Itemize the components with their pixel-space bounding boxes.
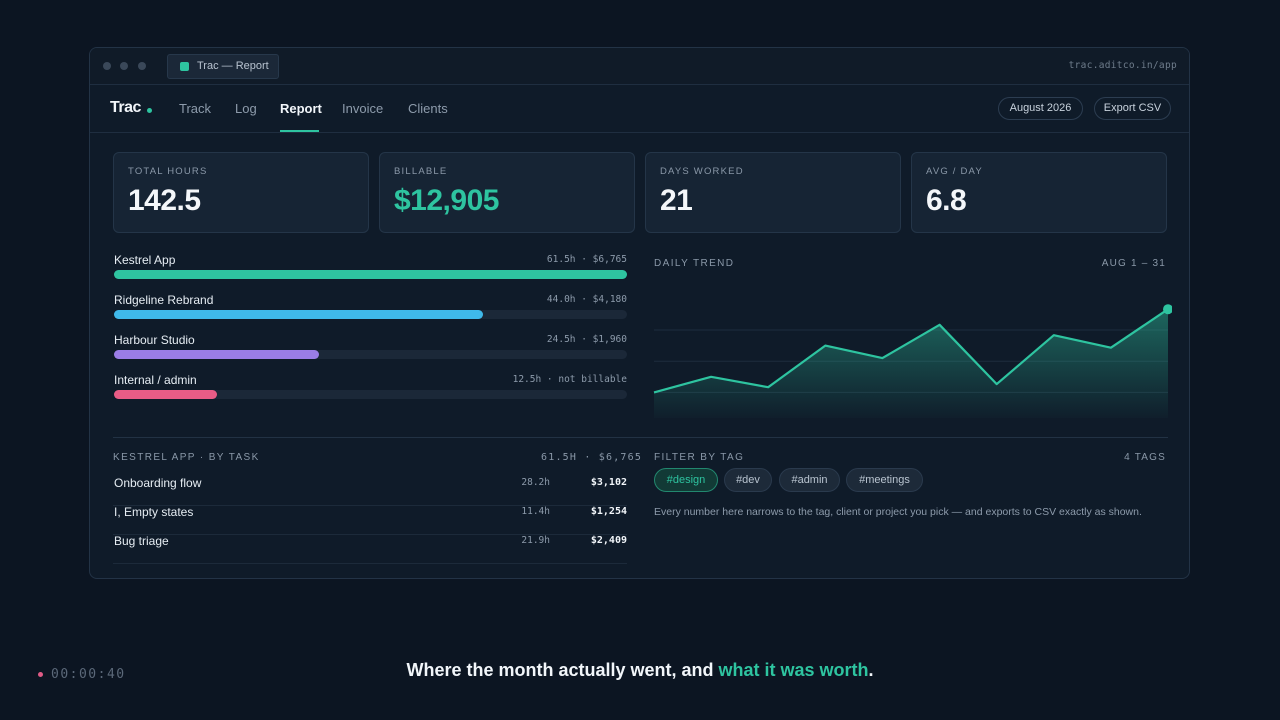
- nav-log[interactable]: Log: [235, 101, 257, 116]
- project-row-internal[interactable]: Internal / admin 12.5h · not billable: [113, 373, 627, 407]
- export-csv-button[interactable]: Export CSV: [1094, 97, 1171, 120]
- task-name: Onboarding flow: [114, 476, 202, 490]
- tab-title: Trac — Report: [197, 60, 269, 72]
- stat-label: BILLABLE: [394, 166, 448, 177]
- brand-dot-icon: [147, 108, 152, 113]
- trend-line: [653, 308, 1169, 394]
- tag-dev[interactable]: #dev: [724, 468, 772, 492]
- app-favicon-icon: [180, 62, 189, 71]
- task-amount: $2,409: [590, 535, 627, 546]
- project-bar-track: [114, 390, 627, 399]
- trend-endpoint-marker: [1163, 304, 1172, 315]
- stat-value: 6.8: [926, 184, 967, 217]
- url-label: trac.aditco.in/app: [1068, 60, 1177, 71]
- task-row[interactable]: Bug triage 21.9h $2,409: [113, 534, 627, 564]
- project-meta: 24.5h · $1,960: [546, 334, 627, 345]
- project-row-ridgeline[interactable]: Ridgeline Rebrand 44.0h · $4,180: [113, 293, 627, 327]
- project-bar-fill: [114, 390, 217, 399]
- period-button[interactable]: August 2026: [998, 97, 1083, 120]
- window-minimize-dot[interactable]: [120, 62, 128, 70]
- task-hours: 28.2h: [521, 477, 550, 488]
- project-bar-track: [114, 270, 627, 279]
- task-row[interactable]: Onboarding flow 28.2h $3,102: [113, 476, 627, 506]
- caption: Where the month actually went, and what …: [0, 660, 1280, 681]
- project-row-kestrel[interactable]: Kestrel App 61.5h · $6,765: [113, 253, 627, 287]
- caption-lead: Where the month actually went, and: [406, 660, 719, 680]
- filter-count: 4 TAGS: [1124, 452, 1166, 463]
- recording-dot-icon: [38, 672, 43, 677]
- nav-clients[interactable]: Clients: [408, 101, 448, 116]
- project-bar-track: [114, 310, 627, 319]
- task-row[interactable]: I, Empty states 11.4h $1,254: [113, 505, 627, 535]
- trend-range: AUG 1 – 31: [1101, 258, 1166, 269]
- nav-invoice[interactable]: Invoice: [342, 101, 384, 116]
- active-tab-indicator: [280, 130, 319, 132]
- stat-value: 21: [660, 184, 693, 217]
- nav-track[interactable]: Track: [179, 101, 212, 116]
- browser-tab[interactable]: Trac — Report: [167, 54, 279, 79]
- brand-logo[interactable]: Trac: [110, 99, 141, 116]
- tag-meetings[interactable]: #meetings: [846, 468, 923, 492]
- project-bar-fill: [114, 310, 484, 319]
- tasks-title: KESTREL APP · BY TASK: [113, 452, 260, 463]
- project-meta: 61.5h · $6,765: [546, 254, 627, 265]
- window-close-dot[interactable]: [103, 62, 111, 70]
- project-meta: 12.5h · not billable: [512, 374, 627, 385]
- task-hours: 11.4h: [521, 506, 550, 517]
- project-name: Harbour Studio: [114, 333, 195, 347]
- stat-card-billable: BILLABLE $12,905: [379, 152, 635, 233]
- timecode: 00:00:40: [51, 667, 126, 682]
- task-amount: $3,102: [590, 477, 627, 488]
- stat-card-total-hours: TOTAL HOURS 142.5: [113, 152, 369, 233]
- project-bar-fill: [114, 270, 627, 279]
- trend-area: [654, 309, 1168, 418]
- stat-label: AVG / DAY: [926, 166, 983, 177]
- project-bar-fill: [114, 350, 320, 359]
- filter-description: Every number here narrows to the tag, cl…: [654, 506, 1142, 518]
- caption-end: .: [868, 660, 874, 680]
- task-hours: 21.9h: [521, 535, 550, 546]
- title-bar: Trac — Report trac.aditco.in/app: [90, 48, 1189, 85]
- tag-admin[interactable]: #admin: [779, 468, 840, 492]
- stat-label: DAYS WORKED: [660, 166, 744, 177]
- project-bar-track: [114, 350, 627, 359]
- project-meta: 44.0h · $4,180: [546, 294, 627, 305]
- stat-label: TOTAL HOURS: [128, 166, 208, 177]
- filter-title: FILTER BY TAG: [654, 452, 745, 463]
- app-window: Trac — Report trac.aditco.in/app Trac Tr…: [89, 47, 1190, 579]
- tasks-summary: 61.5H · $6,765: [541, 452, 643, 463]
- stat-value: 142.5: [128, 184, 201, 217]
- task-amount: $1,254: [590, 506, 627, 517]
- task-name: Bug triage: [114, 534, 169, 548]
- stat-value: $12,905: [394, 184, 499, 217]
- tag-design[interactable]: #design: [654, 468, 718, 492]
- nav-report[interactable]: Report: [280, 101, 322, 116]
- project-name: Internal / admin: [114, 373, 197, 387]
- project-name: Ridgeline Rebrand: [114, 293, 214, 307]
- stat-card-days-worked: DAYS WORKED 21: [645, 152, 901, 233]
- daily-trend-chart: [653, 304, 1172, 418]
- trend-title: DAILY TREND: [654, 258, 735, 269]
- section-divider: [113, 437, 1168, 438]
- project-row-harbour[interactable]: Harbour Studio 24.5h · $1,960: [113, 333, 627, 367]
- project-name: Kestrel App: [114, 253, 176, 267]
- caption-highlight: what it was worth: [718, 660, 869, 680]
- top-nav: Trac Track Log Report Invoice Clients Au…: [90, 84, 1189, 133]
- stat-card-avg-day: AVG / DAY 6.8: [911, 152, 1167, 233]
- task-name: I, Empty states: [114, 505, 194, 519]
- window-maximize-dot[interactable]: [138, 62, 146, 70]
